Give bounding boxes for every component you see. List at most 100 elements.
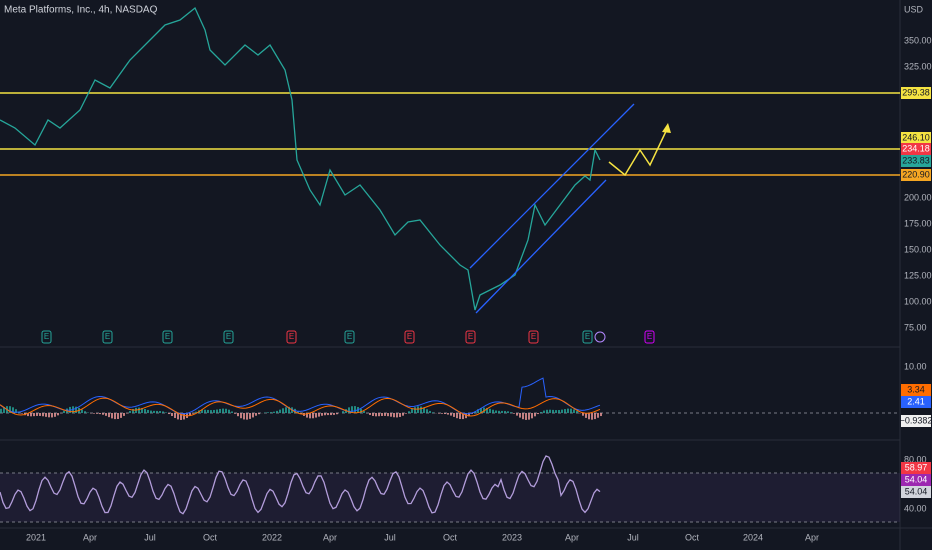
macd-histogram xyxy=(414,407,416,413)
time-label: Oct xyxy=(443,532,458,542)
macd-histogram xyxy=(516,413,518,416)
macd-histogram xyxy=(333,413,335,415)
macd-histogram xyxy=(207,409,209,413)
macd-histogram xyxy=(150,410,152,413)
dividend-marker xyxy=(594,331,606,343)
macd-tag xyxy=(901,415,931,427)
macd-histogram xyxy=(498,410,500,413)
rsi-label: 40.00 xyxy=(904,503,927,513)
price-tag-label: 246.10 xyxy=(902,132,930,142)
price-tag-label: 233.83 xyxy=(902,155,930,165)
channel-top xyxy=(469,103,635,269)
rsi-tag xyxy=(901,462,931,474)
macd-histogram xyxy=(162,411,164,413)
macd-tag xyxy=(901,396,931,408)
macd-histogram xyxy=(267,412,269,413)
macd-histogram xyxy=(468,413,470,417)
macd-histogram xyxy=(471,413,473,414)
macd-histogram xyxy=(246,413,248,420)
macd-histogram xyxy=(447,413,449,415)
macd-histogram xyxy=(99,413,101,415)
earnings-label: E xyxy=(226,332,231,341)
macd-histogram xyxy=(306,413,308,418)
macd-histogram xyxy=(297,411,299,413)
macd-histogram xyxy=(36,413,38,416)
macd-histogram xyxy=(417,406,419,413)
macd-histogram xyxy=(354,406,356,413)
macd-histogram xyxy=(420,406,422,413)
macd-histogram xyxy=(546,409,548,413)
earnings-marker xyxy=(344,330,355,344)
macd-histogram xyxy=(342,411,344,413)
earnings-marker xyxy=(404,330,415,344)
macd-tag-label: −0.9382 xyxy=(900,415,932,425)
macd-histogram xyxy=(597,413,599,418)
macd-histogram xyxy=(63,410,65,413)
macd-histogram xyxy=(363,411,365,413)
price-label: 150.00 xyxy=(904,244,932,254)
macd-histogram xyxy=(558,410,560,413)
macd-histogram xyxy=(21,413,23,414)
macd-histogram xyxy=(282,408,284,413)
earnings-marker xyxy=(102,330,113,344)
macd-histogram xyxy=(513,413,515,414)
arrow-head xyxy=(662,123,671,133)
time-label: Apr xyxy=(83,532,97,542)
earnings-marker xyxy=(528,330,539,344)
macd-histogram xyxy=(594,413,596,420)
macd-histogram xyxy=(561,409,563,413)
channel-bottom xyxy=(475,179,607,314)
earnings-marker xyxy=(223,330,234,344)
macd-histogram xyxy=(225,408,227,413)
macd-histogram xyxy=(462,413,464,420)
macd-histogram xyxy=(423,407,425,413)
price-line xyxy=(0,6,601,311)
macd-histogram xyxy=(237,413,239,417)
earnings-label: E xyxy=(289,332,294,341)
macd-histogram xyxy=(318,413,320,417)
macd-histogram xyxy=(153,410,155,413)
time-label: 2022 xyxy=(262,532,282,542)
price-label: 75.00 xyxy=(904,322,927,332)
macd-histogram xyxy=(177,413,179,420)
macd-histogram xyxy=(180,413,182,420)
macd-histogram xyxy=(81,409,83,413)
macd-tag-label: 3.34 xyxy=(907,384,925,394)
macd-histogram xyxy=(534,413,536,417)
earnings-marker xyxy=(465,330,476,344)
earnings-marker xyxy=(162,330,173,344)
price-tag-label: 299.38 xyxy=(902,87,930,97)
macd-histogram xyxy=(489,408,491,413)
rsi-tag xyxy=(901,486,931,498)
macd-histogram xyxy=(54,413,56,417)
earnings-marker xyxy=(286,330,297,344)
macd-histogram xyxy=(432,412,434,413)
macd-histogram xyxy=(459,413,461,420)
macd-histogram xyxy=(300,413,302,414)
macd-histogram xyxy=(510,412,512,413)
macd-histogram xyxy=(210,410,212,413)
macd-histogram xyxy=(501,410,503,413)
earnings-label: E xyxy=(347,332,352,341)
macd-histogram xyxy=(96,413,98,414)
price-label: 175.00 xyxy=(904,218,932,228)
macd-histogram xyxy=(231,411,233,413)
earnings-label: E xyxy=(407,332,412,341)
time-label: Oct xyxy=(685,532,700,542)
macd-histogram xyxy=(360,408,362,413)
price-tag-label: 220.90 xyxy=(902,169,930,179)
macd-histogram xyxy=(168,413,170,415)
macd-histogram xyxy=(12,407,14,413)
price-label: 200.00 xyxy=(904,192,932,202)
macd-histogram xyxy=(348,407,350,413)
macd-histogram xyxy=(576,411,578,413)
macd-histogram xyxy=(543,410,545,413)
time-label: Apr xyxy=(565,532,579,542)
macd-histogram xyxy=(132,408,134,413)
macd-histogram xyxy=(492,409,494,413)
macd-histogram xyxy=(48,413,50,418)
macd-histogram xyxy=(582,413,584,416)
macd-histogram xyxy=(228,409,230,413)
earnings-label: E xyxy=(647,332,652,341)
price-label: 125.00 xyxy=(904,270,932,280)
